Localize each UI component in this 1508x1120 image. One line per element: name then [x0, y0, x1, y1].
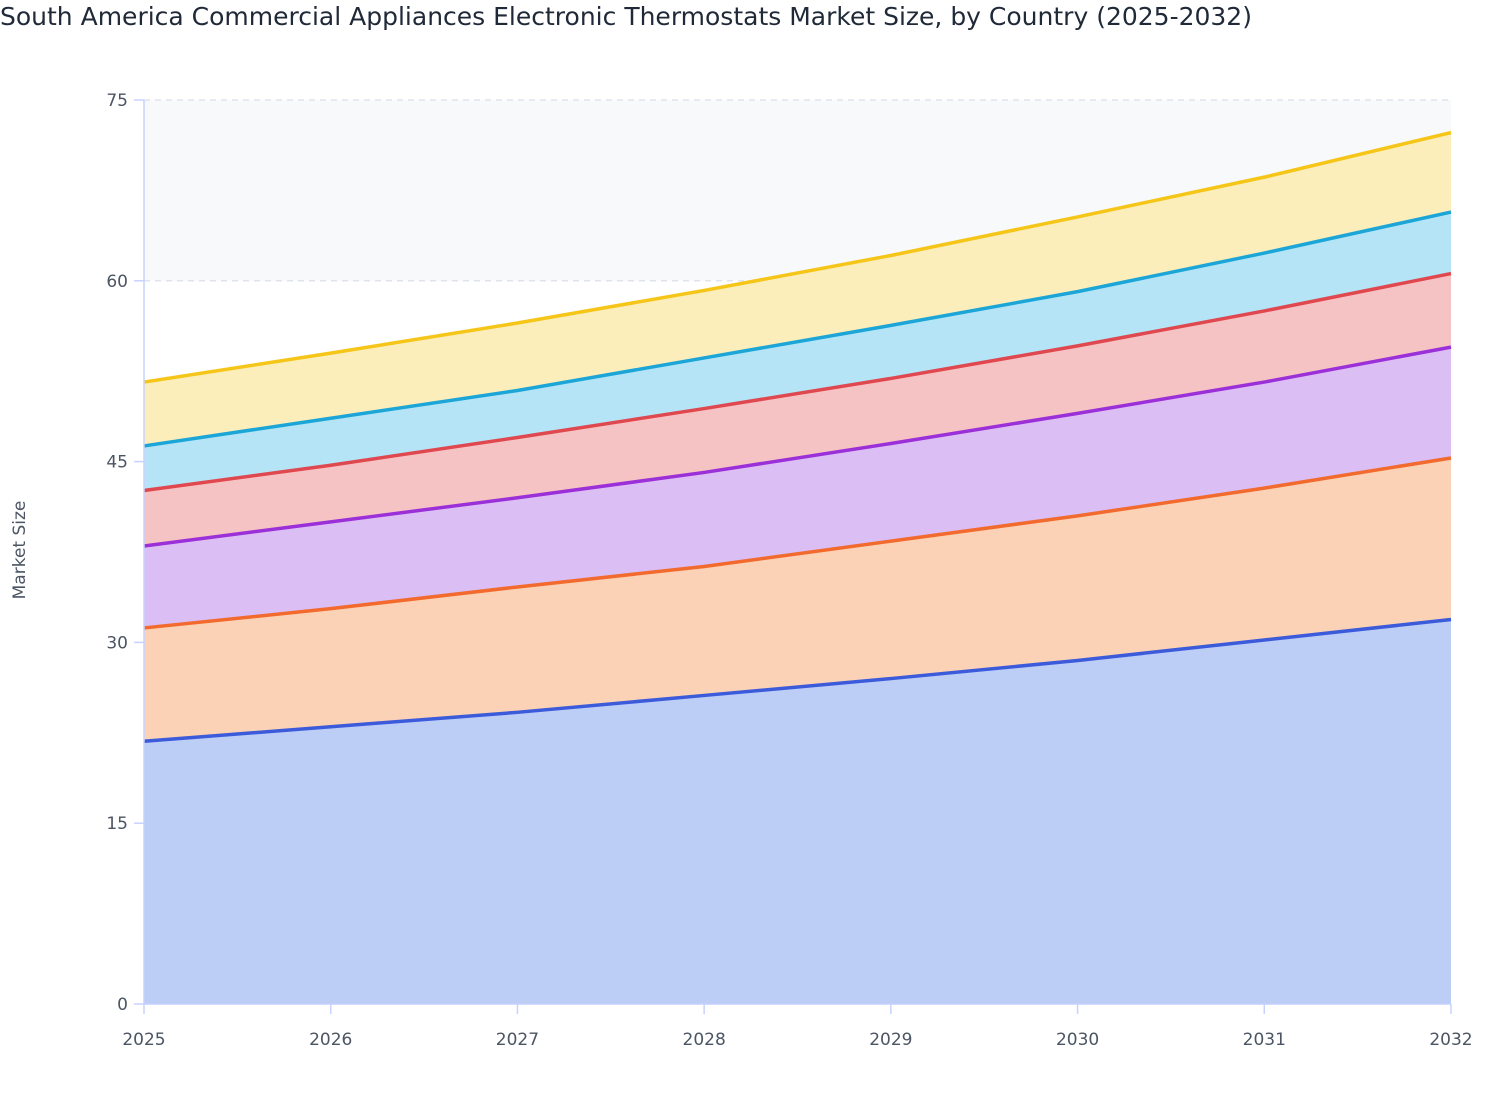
line-series-1: [143, 617, 1452, 743]
y-tick-label: 45: [106, 453, 128, 473]
y-tick-label: 30: [106, 633, 128, 653]
area-series-3: [144, 347, 1451, 628]
y-tick-label: 75: [106, 91, 128, 111]
area-series-1: [144, 619, 1451, 1004]
line-series-6: [143, 130, 1452, 384]
line-series-5: [143, 210, 1452, 448]
line-series-4: [143, 271, 1452, 493]
x-tick-label: 2031: [1243, 1030, 1286, 1050]
line-series-2: [143, 456, 1452, 630]
y-tick-label: 15: [106, 814, 128, 834]
area-series-5: [144, 212, 1451, 491]
area-series-2: [144, 457, 1451, 742]
x-tick-label: 2025: [122, 1030, 165, 1050]
x-tick-label: 2029: [869, 1030, 912, 1050]
line-series-3: [143, 345, 1452, 548]
x-tick-label: 2028: [683, 1030, 726, 1050]
y-tick-label: 60: [106, 272, 128, 292]
chart-title: South America Commercial Appliances Elec…: [0, 2, 1252, 31]
x-tick-label: 2032: [1429, 1030, 1472, 1050]
area-series-6: [144, 132, 1451, 446]
x-tick-label: 2027: [496, 1030, 539, 1050]
x-tick-label: 2030: [1056, 1030, 1099, 1050]
x-tick-label: 2026: [309, 1030, 352, 1050]
area-series-4: [144, 273, 1451, 546]
y-tick-label: 0: [117, 995, 128, 1015]
